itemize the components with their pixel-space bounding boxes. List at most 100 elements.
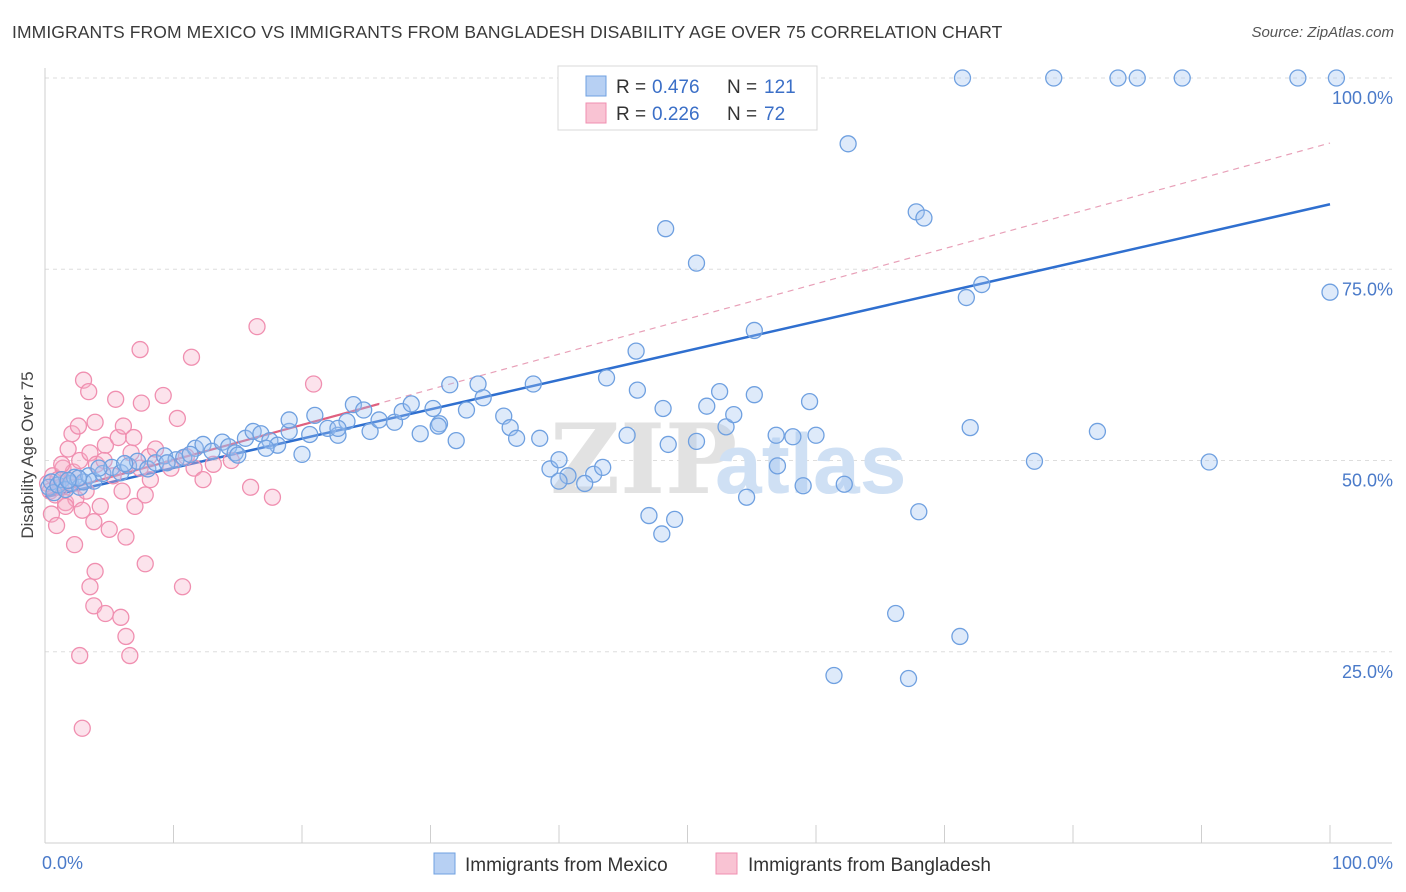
mexico-point [666, 510, 684, 529]
watermark-zip: ZIP [550, 403, 737, 516]
mexico-point [424, 399, 442, 418]
bottom-legend-bangladesh: Immigrants from Bangladesh [748, 855, 991, 876]
mexico-point [344, 396, 363, 414]
mexico-point [1173, 69, 1191, 87]
mexico-point [329, 426, 347, 444]
mexico-point [69, 469, 88, 487]
mexico-point [1025, 452, 1044, 470]
legend-r-label-bangladesh: R = [616, 104, 646, 125]
mexico-point [1109, 69, 1127, 87]
bangladesh-point [53, 455, 71, 473]
mexico-point [355, 401, 373, 419]
legend-r-label-mexico: R = [616, 77, 646, 98]
bangladesh-point [304, 375, 323, 393]
mexico-point [698, 397, 716, 415]
bangladesh-point [56, 493, 75, 512]
bangladesh-point [154, 386, 172, 405]
axes [44, 68, 1392, 844]
bangladesh-point [73, 501, 91, 519]
bangladesh-point [86, 413, 104, 431]
y-tick-label: 50.0% [1342, 471, 1393, 491]
legend-swatch-mexico [585, 75, 607, 97]
mexico-point [181, 445, 199, 464]
mexico-point [59, 471, 77, 490]
mexico-point [1321, 283, 1339, 301]
chart-source: Source: ZipAtlas.com [1251, 24, 1394, 41]
mexico-point [158, 454, 176, 472]
x-tick-label: 100.0% [1332, 853, 1393, 873]
bangladesh-point [132, 394, 151, 412]
bangladesh-point [114, 417, 133, 435]
mexico-point [370, 411, 388, 429]
bangladesh-point [173, 578, 192, 596]
mexico-point [559, 467, 577, 485]
chart-title: IMMIGRANTS FROM MEXICO VS IMMIGRANTS FRO… [12, 22, 1003, 42]
bangladesh-point [112, 608, 130, 626]
mexico-point [687, 254, 706, 272]
mexico-point [659, 435, 677, 454]
legend-r-mexico: 0.476 [652, 77, 700, 98]
bangladesh-point [141, 470, 160, 489]
mexico-point [402, 395, 420, 413]
mexico-point [915, 209, 933, 227]
mexico-point [194, 435, 212, 454]
mexico-point [800, 392, 819, 411]
mexico-point [1200, 453, 1218, 471]
mexico-point [524, 375, 542, 393]
bangladesh-trend-line [44, 402, 380, 496]
legend-n-bangladesh: 72 [764, 104, 785, 125]
mexico-point [1327, 69, 1346, 87]
bangladesh-point [100, 520, 118, 538]
bangladesh-point [263, 488, 282, 506]
mexico-point [899, 669, 918, 688]
y-tick-label: 25.0% [1342, 662, 1393, 682]
mexico-point [257, 439, 275, 457]
mexico-point [229, 446, 247, 464]
gridlines [45, 77, 1392, 653]
mexico-point [618, 426, 636, 444]
mexico-point [953, 69, 972, 87]
mexico-point [825, 666, 843, 685]
mexico-point [411, 425, 429, 443]
mexico-point [725, 405, 743, 424]
mexico-point [507, 429, 526, 447]
bangladesh-point [59, 440, 77, 458]
y-tick-label: 75.0% [1342, 279, 1393, 299]
mexico-point [597, 369, 616, 387]
mexico-point [447, 431, 465, 450]
mexico-trend-line [44, 203, 1331, 499]
legend-r-bangladesh: 0.226 [652, 104, 700, 125]
x-tick-label: 0.0% [42, 853, 83, 873]
mexico-point [687, 432, 706, 451]
bangladesh-point [86, 562, 104, 581]
mexico-point [226, 444, 244, 462]
mexico-point [653, 525, 671, 543]
bangladesh-point [117, 528, 135, 546]
y-tick-labels: 25.0% 50.0% 75.0% 100.0% [1332, 88, 1393, 682]
bottom-legend-mexico: Immigrants from Mexico [465, 855, 668, 876]
mexico-point [550, 451, 568, 469]
bottom-legend-swatch-bangladesh [715, 852, 738, 875]
mexico-point [794, 477, 812, 495]
mexico-point [1045, 69, 1063, 87]
bangladesh-point [65, 536, 84, 554]
mexico-point [657, 220, 675, 238]
mexico-point [745, 321, 763, 340]
mexico-point [807, 426, 825, 444]
mexico-point [951, 627, 969, 646]
legend-n-label-bangladesh: N = [727, 104, 757, 125]
mexico-point [839, 135, 857, 153]
mexico-point [280, 411, 298, 429]
bangladesh-point [168, 409, 187, 428]
mexico-point [329, 419, 347, 438]
bangladesh-point [80, 382, 98, 401]
mexico-point [717, 418, 735, 436]
bangladesh-point [204, 455, 222, 473]
legend-swatch-bangladesh [585, 102, 607, 124]
bangladesh-points [38, 317, 323, 737]
bangladesh-point [85, 513, 103, 531]
bottom-legend: Immigrants from Mexico Immigrants from B… [433, 852, 991, 876]
bangladesh-point [131, 340, 149, 359]
bangladesh-point [241, 478, 260, 496]
